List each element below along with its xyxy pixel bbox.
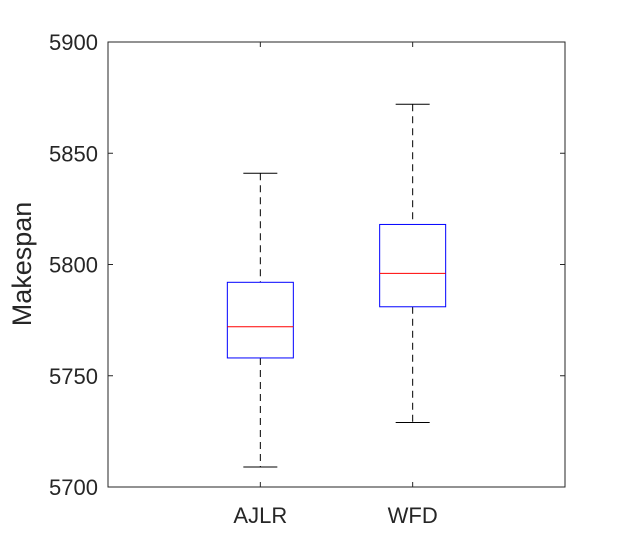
- y-axis-ticks: 5700 5750 5800 5850 5900: [49, 30, 565, 500]
- box-series: [226, 103, 447, 468]
- y-tick-label: 5850: [49, 141, 98, 166]
- y-tick-label: 5750: [49, 364, 98, 389]
- x-tick-label: WFD: [388, 503, 438, 528]
- iqr-box: [379, 223, 447, 308]
- y-tick-label: 5800: [49, 253, 98, 278]
- x-axis-ticks: AJLR WFD: [233, 42, 438, 528]
- y-tick-label: 5700: [49, 475, 98, 500]
- y-axis-label: Makespan: [7, 202, 37, 327]
- plot-area-frame: [107, 41, 566, 488]
- y-tick-label: 5900: [49, 30, 98, 55]
- iqr-box: [226, 281, 294, 359]
- x-tick-label: AJLR: [233, 503, 287, 528]
